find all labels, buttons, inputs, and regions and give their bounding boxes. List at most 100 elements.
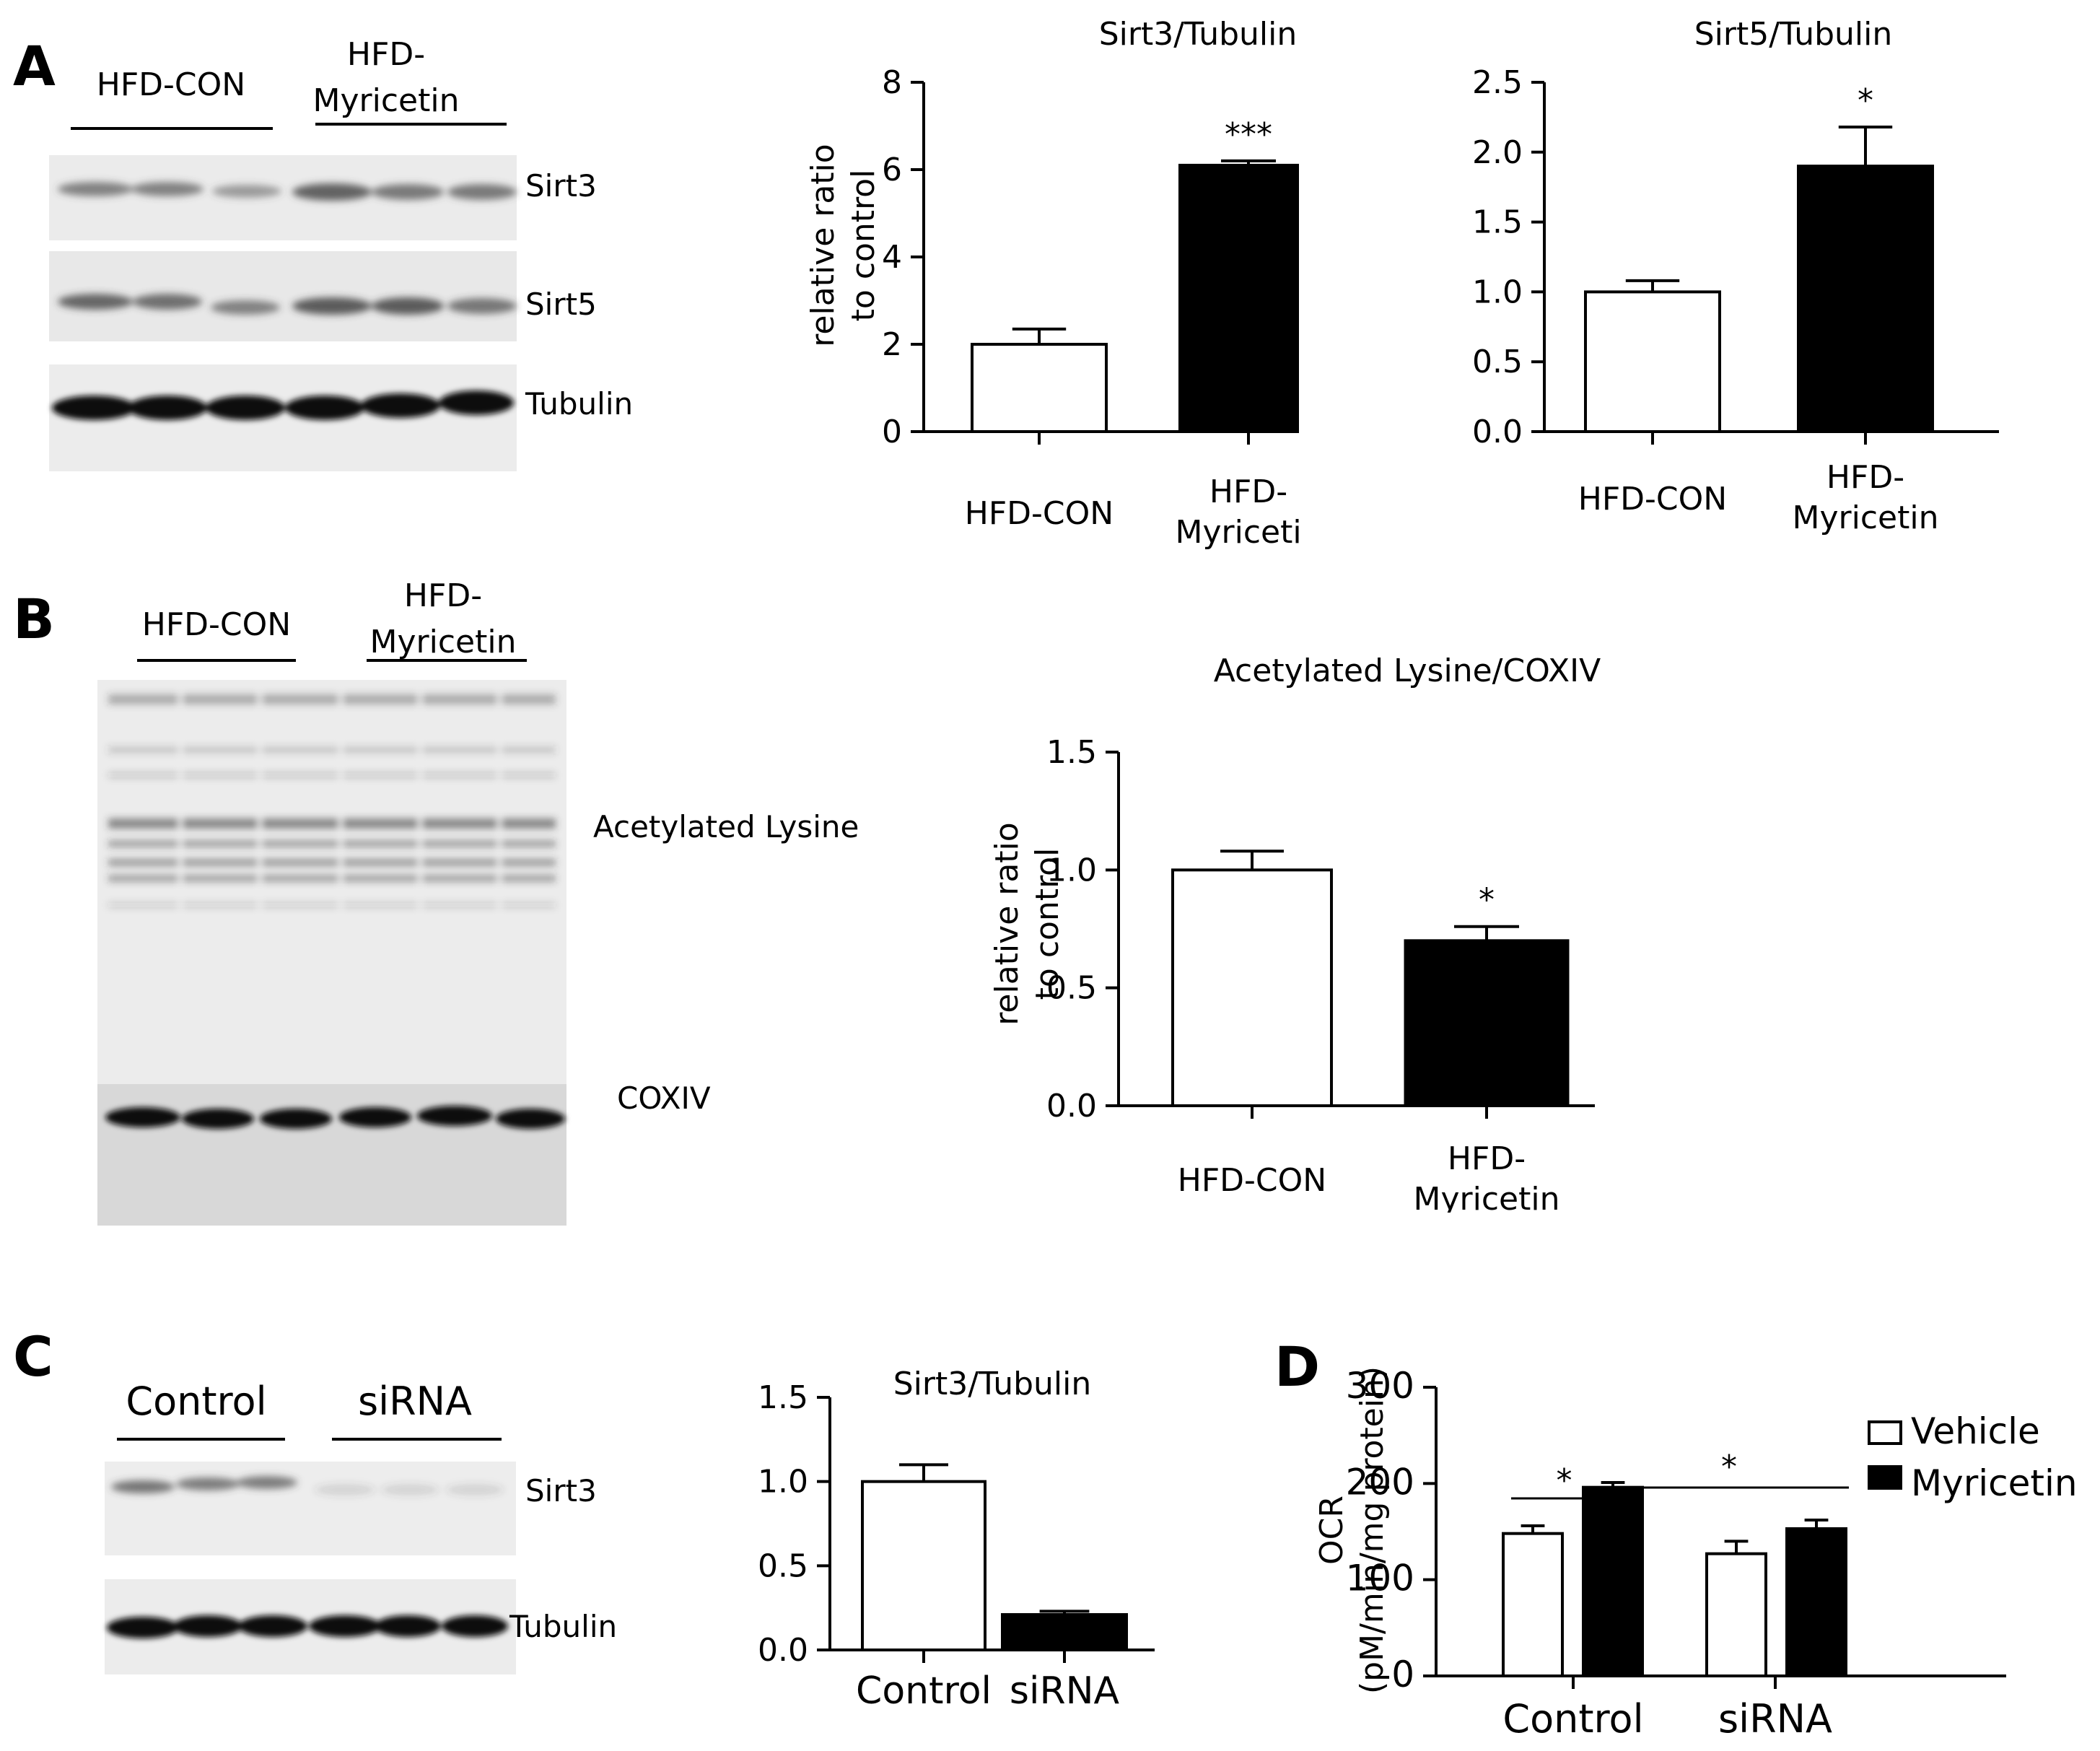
- x-tick-label: siRNA: [1010, 1669, 1120, 1713]
- bar: [1001, 1613, 1128, 1651]
- blot-band: [108, 772, 556, 778]
- bar: [1584, 290, 1721, 433]
- panel-d-letter-wrap: D: [1274, 1335, 1320, 1399]
- y-tick-label: 0.0: [758, 1632, 808, 1669]
- significance-marker: *: [1721, 1449, 1737, 1485]
- y-tick-label: 1.0: [758, 1464, 808, 1501]
- x-tick-label: HFD-CON: [1578, 481, 1727, 518]
- y-tick-label: 1.0: [1046, 852, 1097, 888]
- legend-label: Myricetin: [1911, 1462, 2078, 1504]
- y-tick-label: 4: [882, 239, 902, 276]
- blot-lane-gap: [176, 686, 185, 974]
- bar: [1171, 868, 1333, 1107]
- blot-c-sirt3-strip: [105, 1462, 516, 1555]
- bar: [1582, 1485, 1644, 1678]
- y-tick-label: 200: [1346, 1461, 1414, 1503]
- blot-lane-gap: [336, 686, 345, 974]
- y-tick-label: 6: [882, 152, 902, 188]
- blot-band: [315, 1484, 375, 1495]
- text-line: HFD-: [347, 36, 425, 73]
- blot-b-coxiv-bands: [105, 1106, 565, 1129]
- x-tick-label: Control: [856, 1669, 992, 1713]
- y-axis-label: relative ratio to control: [989, 822, 1066, 1025]
- blot-band: [108, 875, 556, 882]
- blot-band: [417, 1106, 492, 1126]
- text-line: HFD-CON: [965, 495, 1114, 532]
- blot-b-lysine-lane-dividers: [176, 686, 504, 974]
- blot-band: [361, 393, 440, 418]
- blot-band: [292, 183, 372, 201]
- blot-band: [447, 298, 517, 314]
- bar: [1404, 939, 1570, 1108]
- y-axis-label: relative ratio to control: [805, 144, 882, 346]
- blot-band: [131, 182, 204, 196]
- blot-c-tubulin-bands: [107, 1615, 508, 1638]
- y-axis-label: OCR (pM/min/mg protein): [1313, 1366, 1391, 1694]
- blot-c-label-tubulin: Tubulin: [509, 1609, 617, 1644]
- x-tick-label: HFD-CON: [1178, 1162, 1326, 1199]
- y-tick-label: 1.5: [1472, 204, 1523, 241]
- blot-band: [58, 182, 133, 196]
- blot-a-group-1: HFD-CON: [97, 66, 245, 103]
- text-line: Myricetin: [1176, 514, 1299, 551]
- bar: [1178, 163, 1299, 433]
- blot-a-label-sirt3: Sirt3: [525, 168, 597, 204]
- y-tick-label: 0.5: [1046, 970, 1097, 1007]
- bar: [1502, 1532, 1564, 1677]
- legend-label: Vehicle: [1911, 1410, 2040, 1452]
- blot-band: [381, 1484, 439, 1495]
- panel-b-blot: B HFD-CON HFD- Myricetin Acetylated Lysin…: [13, 577, 859, 1226]
- text-line: HFD-: [1209, 473, 1287, 510]
- blot-a-tubulin-strip: [49, 364, 517, 471]
- text-line: (pM/min/mg protein): [1354, 1366, 1391, 1694]
- y-tick-label: 0.5: [758, 1547, 808, 1584]
- blot-b-group-2: HFD- Myricetin: [370, 577, 517, 660]
- y-tick-label: 2: [882, 326, 902, 363]
- blot-lane-gap: [255, 686, 264, 974]
- blot-band: [176, 1477, 240, 1490]
- blot-band: [107, 1617, 179, 1638]
- panel-a-blot: A HFD-CON HFD- Myricetin Sirt3 Sirt5: [13, 34, 633, 471]
- y-tick-label: 0: [882, 414, 902, 450]
- blot-band: [111, 1480, 175, 1493]
- chart-sirt3-tubulin: Sirt3/Tubulin relative ratio to control 0 2 4…: [805, 16, 1299, 551]
- blot-band: [211, 300, 280, 315]
- blot-band: [446, 1484, 504, 1495]
- blot-band: [108, 694, 556, 704]
- text-line: HFD-: [1826, 459, 1904, 496]
- blot-b-coxiv-strip: [97, 1084, 566, 1226]
- text-line: to control: [1029, 848, 1066, 1000]
- blot-band: [108, 840, 556, 847]
- blot-c-group-2: siRNA: [358, 1379, 472, 1424]
- blot-c-sirt3-bands: [111, 1476, 504, 1495]
- bar: [971, 343, 1108, 433]
- panel-a-letter: A: [13, 34, 56, 98]
- blot-a-sirt3-strip: [49, 155, 517, 240]
- text-line: Myricetin: [1414, 1181, 1560, 1213]
- blot-band: [108, 746, 556, 754]
- blot-a-sirt3-bands: [58, 182, 517, 201]
- chart-acetylated-lysine-coxiv: Acetylated Lysine/COXIV relative ratio to …: [989, 652, 1601, 1213]
- text-line: Myricetin: [370, 624, 517, 660]
- legend-swatch: [1868, 1465, 1902, 1490]
- x-tick-label: Control: [1502, 1696, 1643, 1742]
- x-tick-label: HFD-Myricetin: [1793, 459, 1939, 536]
- blot-band: [105, 1107, 180, 1127]
- blot-band: [339, 1107, 411, 1127]
- y-tick-label: 2.5: [1472, 64, 1523, 101]
- chart-c-sirt3-tubulin: Sirt3/Tubulin 0.0 0.5 1.0 1.5 Control siRNA: [758, 1366, 1155, 1713]
- blot-lane-gap: [495, 686, 504, 974]
- blot-band: [375, 1615, 441, 1637]
- y-tick-label: 100: [1346, 1558, 1414, 1599]
- blot-band: [238, 1615, 307, 1637]
- text-line: HFD-: [404, 577, 482, 614]
- blot-a-sirt5-bands: [58, 294, 517, 315]
- blot-b-lysine-bands: [108, 694, 556, 908]
- blot-band: [108, 818, 556, 829]
- x-tick-label: HFD- Myricetin: [1176, 473, 1299, 551]
- blot-band: [496, 1109, 565, 1129]
- y-tick-label: 0.0: [1472, 414, 1523, 450]
- blot-b-label-lysine: Acetylated Lysine: [593, 809, 859, 844]
- text-line: Myricetin: [1793, 499, 1939, 536]
- blot-band: [309, 1615, 381, 1637]
